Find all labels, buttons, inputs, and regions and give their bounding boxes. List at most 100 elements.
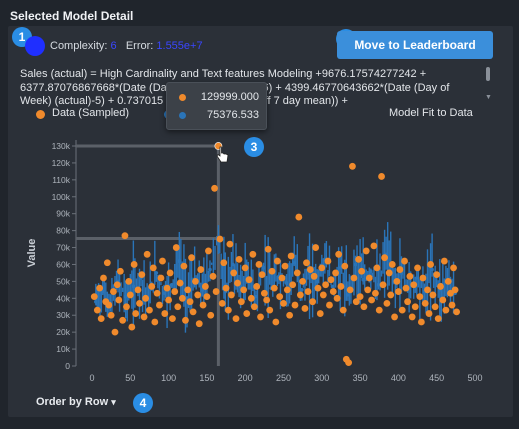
data-point[interactable] — [216, 235, 224, 243]
data-point[interactable] — [148, 283, 156, 290]
data-point[interactable] — [319, 291, 327, 299]
data-point[interactable] — [431, 303, 439, 311]
data-point[interactable] — [453, 308, 461, 316]
formula-scrollbar-thumb[interactable] — [486, 67, 490, 81]
data-point[interactable] — [153, 289, 161, 297]
data-point[interactable] — [335, 250, 343, 258]
data-point[interactable] — [299, 277, 307, 285]
data-point[interactable] — [235, 255, 243, 263]
data-point[interactable] — [278, 274, 286, 282]
data-point[interactable] — [140, 313, 148, 321]
data-point[interactable] — [199, 301, 207, 309]
data-point[interactable] — [218, 299, 226, 307]
data-point[interactable] — [295, 213, 303, 221]
data-point[interactable] — [406, 272, 414, 280]
data-point[interactable] — [364, 286, 372, 294]
data-point[interactable] — [161, 310, 169, 317]
data-point[interactable] — [151, 318, 159, 326]
data-point[interactable] — [378, 173, 385, 180]
data-point[interactable] — [211, 184, 218, 192]
data-point[interactable] — [273, 257, 281, 265]
data-point[interactable] — [195, 320, 203, 328]
data-point[interactable] — [125, 277, 133, 285]
data-point[interactable] — [128, 323, 136, 331]
data-point[interactable] — [263, 296, 271, 304]
data-point[interactable] — [322, 281, 330, 289]
data-point[interactable] — [425, 310, 433, 317]
data-point[interactable] — [205, 247, 212, 255]
data-point[interactable] — [442, 306, 450, 314]
data-point[interactable] — [209, 272, 217, 280]
data-point[interactable] — [312, 244, 320, 251]
data-point[interactable] — [189, 308, 197, 316]
data-point[interactable] — [327, 276, 335, 284]
data-point[interactable] — [401, 257, 408, 265]
data-point[interactable] — [411, 303, 419, 311]
data-point[interactable] — [341, 262, 349, 270]
data-point[interactable] — [245, 276, 253, 284]
data-point[interactable] — [434, 315, 442, 323]
data-point[interactable] — [197, 266, 205, 273]
data-point[interactable] — [444, 277, 452, 285]
data-point[interactable] — [103, 259, 111, 267]
data-point[interactable] — [421, 299, 429, 307]
data-point[interactable] — [451, 286, 459, 294]
data-point[interactable] — [309, 298, 317, 306]
data-point[interactable] — [352, 298, 360, 306]
data-point[interactable] — [110, 288, 117, 295]
data-point[interactable] — [408, 313, 416, 321]
data-point[interactable] — [165, 296, 173, 304]
data-point[interactable] — [440, 257, 448, 265]
data-point[interactable] — [107, 311, 115, 319]
data-point[interactable] — [159, 257, 166, 265]
data-point[interactable] — [174, 303, 182, 311]
data-point[interactable] — [350, 274, 358, 282]
data-point[interactable] — [250, 303, 258, 311]
data-point[interactable] — [437, 283, 444, 290]
data-point[interactable] — [121, 232, 129, 240]
data-point[interactable] — [360, 303, 368, 311]
data-point[interactable] — [379, 281, 387, 289]
data-point[interactable] — [100, 274, 107, 282]
data-point[interactable] — [306, 266, 314, 273]
data-point[interactable] — [97, 315, 105, 323]
data-point[interactable] — [416, 293, 424, 301]
data-point[interactable] — [253, 283, 261, 290]
data-point[interactable] — [240, 286, 248, 294]
data-point[interactable] — [130, 261, 138, 268]
data-point[interactable] — [345, 359, 353, 367]
data-point[interactable] — [93, 306, 101, 314]
data-point[interactable] — [237, 298, 245, 306]
data-point[interactable] — [249, 250, 257, 258]
data-point[interactable] — [388, 261, 396, 268]
data-point[interactable] — [314, 284, 322, 292]
data-point[interactable] — [414, 264, 421, 272]
data-point[interactable] — [346, 286, 354, 294]
data-point[interactable] — [324, 257, 332, 265]
data-point[interactable] — [166, 269, 174, 277]
data-point[interactable] — [138, 271, 146, 279]
data-point[interactable] — [433, 271, 441, 279]
data-point[interactable] — [276, 293, 284, 301]
data-point[interactable] — [370, 242, 378, 250]
data-point[interactable] — [286, 311, 294, 319]
data-point[interactable] — [410, 281, 418, 289]
data-point[interactable] — [281, 262, 289, 270]
data-point[interactable] — [171, 288, 179, 295]
data-point[interactable] — [333, 294, 341, 302]
data-point[interactable] — [172, 244, 180, 251]
scroll-down-icon[interactable]: ▼ — [485, 94, 492, 101]
data-point[interactable] — [362, 247, 370, 255]
data-point[interactable] — [391, 313, 398, 321]
data-point[interactable] — [372, 289, 379, 297]
data-point[interactable] — [156, 301, 163, 309]
data-point[interactable] — [316, 310, 324, 317]
data-point[interactable] — [123, 303, 130, 311]
data-point[interactable] — [146, 306, 153, 314]
data-point[interactable] — [132, 310, 140, 317]
data-point[interactable] — [186, 298, 194, 306]
data-point[interactable] — [157, 274, 165, 282]
data-point[interactable] — [180, 262, 188, 270]
data-point[interactable] — [368, 296, 375, 304]
data-point[interactable] — [119, 316, 127, 324]
